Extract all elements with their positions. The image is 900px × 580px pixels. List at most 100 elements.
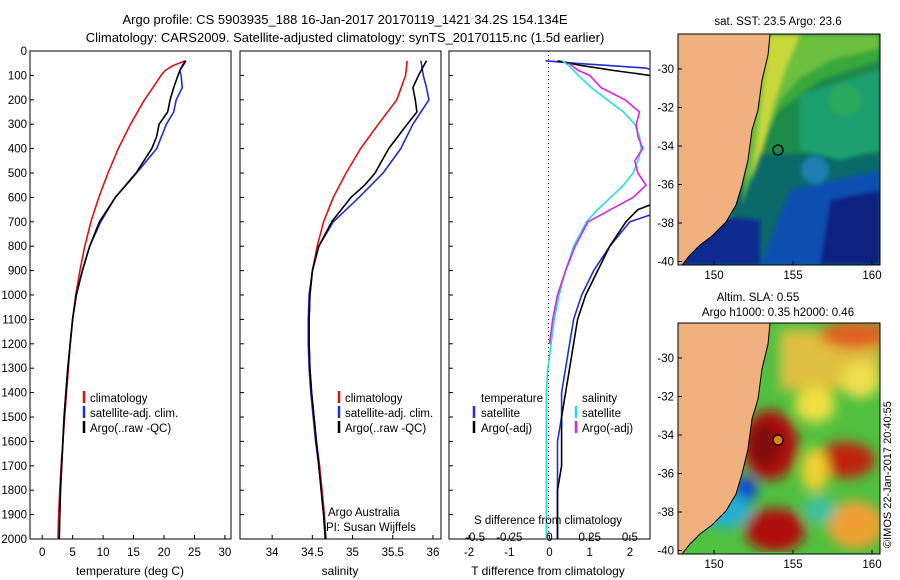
temperature-panel: 0100200300400500600700800900100011001200… [1, 46, 232, 578]
lat-tick-label: -38 [657, 507, 674, 519]
depth-tick-label: 200 [8, 95, 27, 107]
depth-tick-label: 1600 [1, 436, 27, 448]
s-tick-label: 0.5 [622, 532, 638, 544]
temperature-legend: climatology satellite-adj. clim. Argo(..… [82, 391, 178, 435]
lat-tick-label: -38 [657, 218, 674, 230]
depth-tick-label: 500 [8, 168, 27, 180]
sst-map: sat. SST: 23.5 Argo: 23.6 -30-32-34-36-3… [657, 16, 881, 282]
temperature-axes-frame [29, 50, 232, 540]
s-tick-label: 0.25 [579, 532, 601, 544]
legend-satellite-label: satellite-adj. clim. [345, 408, 433, 420]
temperature-axis-ticks: 0 5 10 15 20 25 30 [39, 535, 231, 559]
legend-s-satellite-label: satellite [582, 408, 621, 420]
legend-argo-label: Argo(..raw -QC) [345, 423, 426, 435]
lon-tick-label: 150 [704, 270, 723, 282]
sla-field [678, 323, 880, 554]
depth-tick-label: 100 [8, 70, 27, 82]
series-argo-raw-qc- [308, 60, 428, 539]
lon-tick-label: 155 [783, 559, 802, 571]
depth-tick-label: 1200 [1, 339, 27, 351]
lat-tick-label: -40 [657, 257, 674, 269]
sla-lon-ticks: 150 155 160 [704, 550, 882, 571]
argo-float-marker [772, 434, 784, 446]
depth-tick-label: 1900 [1, 510, 27, 522]
depth-tick-label: 1000 [1, 290, 27, 302]
lon-tick-label: 160 [862, 270, 881, 282]
argo-australia-note: Argo Australia [328, 507, 400, 519]
t-difference-xlabel: T difference from climatology [471, 564, 625, 578]
x-tick-label: 0 [546, 547, 552, 559]
argo-float-marker [772, 144, 784, 156]
s-tick-label: -0.5 [465, 532, 485, 544]
depth-tick-label: 700 [8, 217, 27, 229]
x-tick-label: 0 [39, 547, 45, 559]
legend-t-satellite-label: satellite [481, 408, 520, 420]
x-tick-label: 36 [427, 547, 440, 559]
lon-tick-label: 155 [783, 270, 802, 282]
x-tick-label: 10 [97, 547, 110, 559]
depth-tick-label: 400 [8, 144, 27, 156]
depth-tick-label: 1500 [1, 412, 27, 424]
pi-note: PI: Susan Wijffels [326, 522, 416, 534]
sla-map-subtitle: Argo h1000: 0.35 h2000: 0.46 [702, 307, 854, 319]
temperature-series [57, 60, 187, 539]
depth-tick-label: 1800 [1, 485, 27, 497]
sla-map-frame [677, 322, 881, 555]
lat-tick-label: -36 [657, 469, 674, 481]
difference-panel: -2 -1 0 1 2 S difference from climatology -0… [448, 50, 651, 578]
depth-tick-label: 1700 [1, 461, 27, 473]
salinity-panel: 34 34.5 35 35.5 36 salinity climatology sate… [239, 50, 442, 578]
salinity-series [307, 60, 430, 539]
depth-tick-label: 2000 [1, 534, 27, 546]
legend-satellite-label: satellite-adj. clim. [90, 408, 178, 420]
salinity-xlabel: salinity [322, 564, 359, 578]
difference-axes-frame [448, 50, 651, 540]
x-tick-label: 1 [586, 547, 592, 559]
lat-tick-label: -32 [657, 392, 674, 404]
legend-s-argo-label: Argo(-adj) [582, 423, 633, 435]
figure-title: Argo profile: CS 5903935_188 16-Jan-2017… [122, 12, 567, 27]
x-tick-label: 15 [127, 547, 140, 559]
sla-map: Altim. SLA: 0.55 Argo h1000: 0.35 h2000:… [657, 292, 882, 571]
sst-field [678, 34, 880, 265]
difference-legend: temperature satellite Argo(-adj) salinit… [472, 393, 633, 435]
lon-tick-label: 150 [704, 559, 723, 571]
lat-tick-label: -30 [657, 353, 674, 365]
depth-tick-label: 900 [8, 266, 27, 278]
sst-lon-ticks: 150 155 160 [704, 261, 882, 282]
x-tick-label: 20 [158, 547, 171, 559]
depth-tick-label: 600 [8, 192, 27, 204]
figure-subtitle: Climatology: CARS2009. Satellite-adjuste… [86, 30, 605, 45]
salinity-axis-ticks: 34 34.5 35 35.5 36 [266, 535, 440, 559]
s-difference-label: S difference from climatology [474, 515, 622, 527]
lat-tick-label: -32 [657, 103, 674, 115]
credit-stamp: ©IMOS 22-Jan-2017 20:40:55 [882, 401, 894, 548]
depth-tick-label: 1400 [1, 388, 27, 400]
legend-climatology-label: climatology [345, 393, 403, 405]
x-tick-label: -1 [504, 547, 514, 559]
legend-climatology-label: climatology [90, 393, 148, 405]
t-difference-ticks: -2 -1 0 1 2 [464, 535, 633, 559]
depth-tick-label: 0 [21, 46, 27, 58]
s-difference-tick-labels: -0.5 -0.25 0 0.25 0.5 [465, 532, 638, 544]
x-tick-label: 34 [266, 547, 279, 559]
lon-tick-label: 160 [862, 559, 881, 571]
land-mass [678, 34, 771, 265]
depth-tick-label: 1100 [2, 314, 27, 326]
lat-tick-label: -34 [657, 141, 674, 153]
salinity-axes-frame [239, 50, 442, 540]
land-mass [678, 323, 771, 554]
sst-map-title: sat. SST: 23.5 Argo: 23.6 [714, 16, 841, 28]
sla-map-title: Altim. SLA: 0.55 [717, 292, 799, 304]
x-tick-label: 35 [346, 547, 359, 559]
series-argo-raw-qc- [58, 60, 187, 539]
legend-temperature-heading: temperature [481, 393, 543, 405]
depth-tick-label: 1300 [1, 363, 27, 375]
lat-tick-label: -34 [657, 430, 674, 442]
series-salinity-argo-adj- [548, 62, 647, 344]
x-tick-label: 34.5 [301, 547, 323, 559]
series-temperature-satellite [545, 60, 650, 539]
depth-tick-label: 300 [8, 119, 27, 131]
x-tick-label: 30 [219, 547, 232, 559]
x-tick-label: 2 [627, 547, 633, 559]
